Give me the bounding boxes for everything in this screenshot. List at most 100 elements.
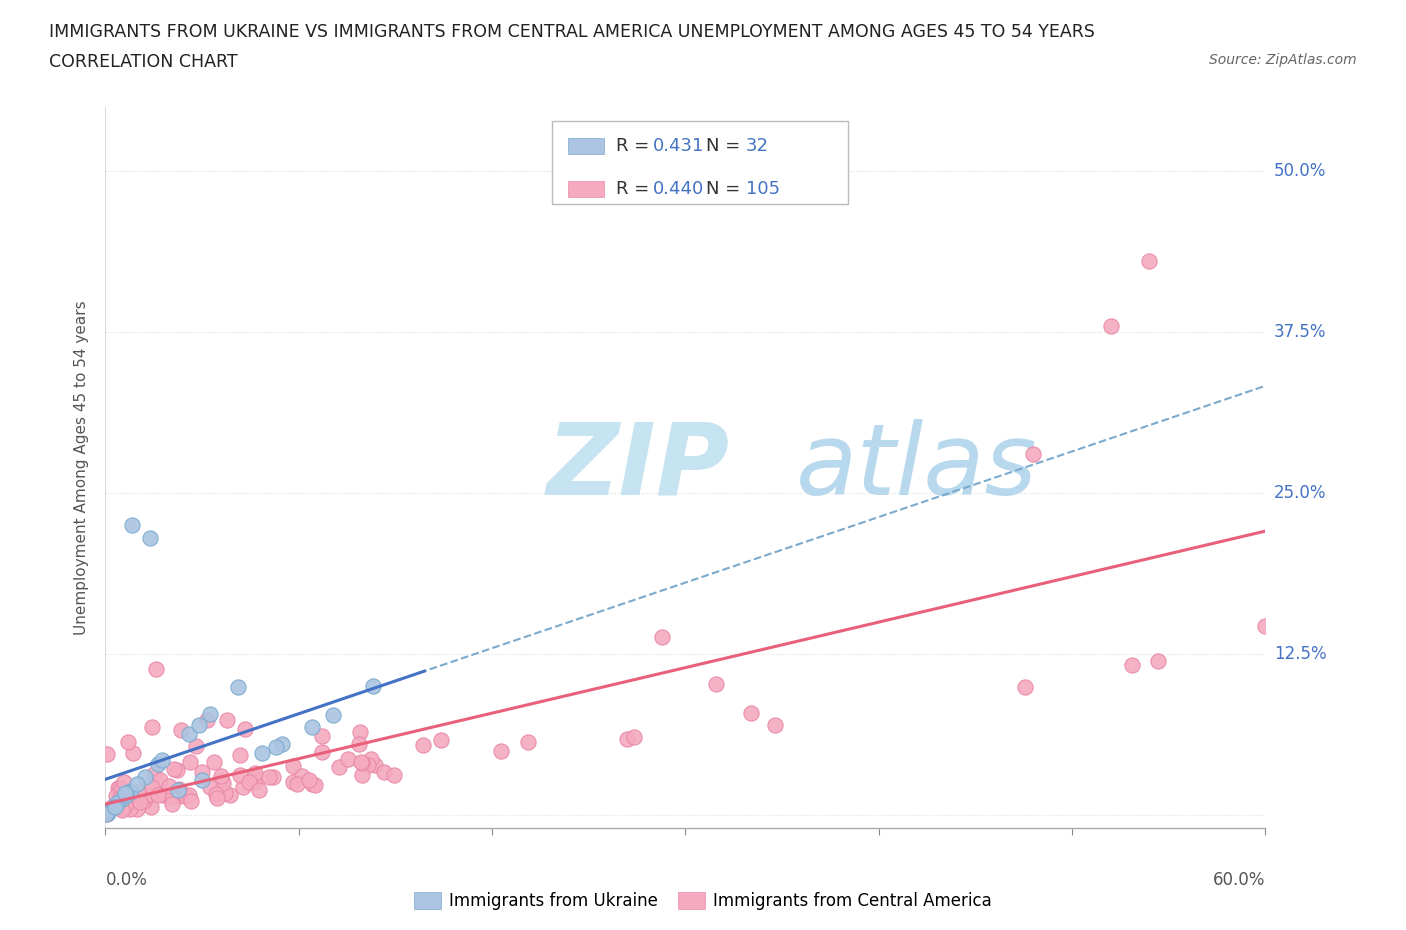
Text: R =: R = — [616, 180, 655, 198]
Point — [215, 712, 238, 727]
Point — [96, 747, 118, 762]
Point — [134, 794, 156, 809]
Text: N =: N = — [706, 180, 747, 198]
Point — [104, 789, 127, 804]
Point — [1022, 447, 1045, 462]
Text: 37.5%: 37.5% — [1274, 324, 1326, 341]
Point — [212, 775, 235, 790]
Point — [350, 754, 373, 769]
Point — [111, 782, 134, 797]
Point — [211, 773, 233, 788]
Point — [271, 736, 294, 751]
Point — [247, 783, 270, 798]
Point — [198, 779, 221, 794]
Point — [160, 790, 183, 804]
Point — [740, 706, 762, 721]
Point — [257, 769, 280, 784]
Point — [1121, 658, 1143, 672]
Text: CORRELATION CHART: CORRELATION CHART — [49, 53, 238, 71]
Point — [250, 746, 273, 761]
Point — [347, 737, 370, 751]
Legend: Immigrants from Ukraine, Immigrants from Central America: Immigrants from Ukraine, Immigrants from… — [408, 885, 998, 917]
Point — [209, 768, 232, 783]
Point — [187, 717, 209, 732]
Point — [112, 775, 135, 790]
Point — [163, 762, 186, 777]
Point — [139, 799, 162, 814]
Point — [105, 796, 128, 811]
Point — [184, 739, 207, 754]
Point — [132, 787, 155, 802]
Point — [214, 785, 236, 800]
Point — [169, 789, 191, 804]
Point — [145, 661, 167, 676]
Point — [142, 766, 165, 781]
Text: 12.5%: 12.5% — [1274, 644, 1326, 663]
Point — [167, 781, 190, 796]
FancyBboxPatch shape — [568, 181, 605, 197]
Point — [139, 531, 162, 546]
Point — [350, 756, 373, 771]
Point — [150, 752, 173, 767]
Text: 0.440: 0.440 — [652, 180, 704, 198]
Point — [311, 729, 333, 744]
Point — [191, 765, 214, 780]
Text: 50.0%: 50.0% — [1274, 163, 1326, 180]
Point — [152, 788, 174, 803]
Point — [166, 782, 188, 797]
Point — [229, 767, 252, 782]
Point — [118, 784, 141, 799]
Point — [281, 775, 304, 790]
Point — [107, 781, 129, 796]
Point — [1254, 618, 1277, 633]
Point — [129, 795, 152, 810]
Point — [382, 768, 405, 783]
Text: R =: R = — [616, 138, 655, 155]
FancyBboxPatch shape — [568, 139, 605, 154]
Point — [616, 732, 638, 747]
Point — [96, 806, 118, 821]
Point — [117, 735, 139, 750]
Point — [127, 777, 149, 791]
Point — [298, 772, 321, 787]
Point — [135, 789, 157, 804]
Point — [226, 679, 249, 694]
Point — [146, 756, 169, 771]
Point — [160, 796, 183, 811]
FancyBboxPatch shape — [553, 122, 848, 205]
Point — [243, 775, 266, 790]
Point — [180, 794, 202, 809]
Point — [141, 719, 163, 734]
Point — [243, 765, 266, 780]
Point — [245, 771, 267, 786]
Point — [103, 799, 125, 814]
Point — [322, 707, 344, 722]
Point — [169, 723, 191, 737]
Point — [96, 807, 118, 822]
Point — [352, 767, 374, 782]
Point — [101, 800, 124, 815]
Point — [763, 718, 786, 733]
Point — [110, 790, 132, 805]
Point — [110, 779, 132, 794]
Text: 105: 105 — [745, 180, 780, 198]
Point — [149, 772, 172, 787]
Point — [104, 799, 127, 814]
Point — [1139, 254, 1161, 269]
Point — [373, 764, 395, 779]
Point — [651, 630, 673, 644]
Point — [361, 679, 384, 694]
Point — [177, 726, 200, 741]
Text: Source: ZipAtlas.com: Source: ZipAtlas.com — [1209, 53, 1357, 67]
Point — [122, 746, 145, 761]
Text: 25.0%: 25.0% — [1274, 485, 1326, 502]
Point — [125, 802, 148, 817]
Point — [179, 755, 201, 770]
Point — [311, 745, 333, 760]
Point — [105, 797, 128, 812]
Point — [195, 712, 218, 727]
Point — [229, 748, 252, 763]
Point — [120, 802, 142, 817]
Point — [97, 804, 120, 819]
Point — [219, 787, 242, 802]
